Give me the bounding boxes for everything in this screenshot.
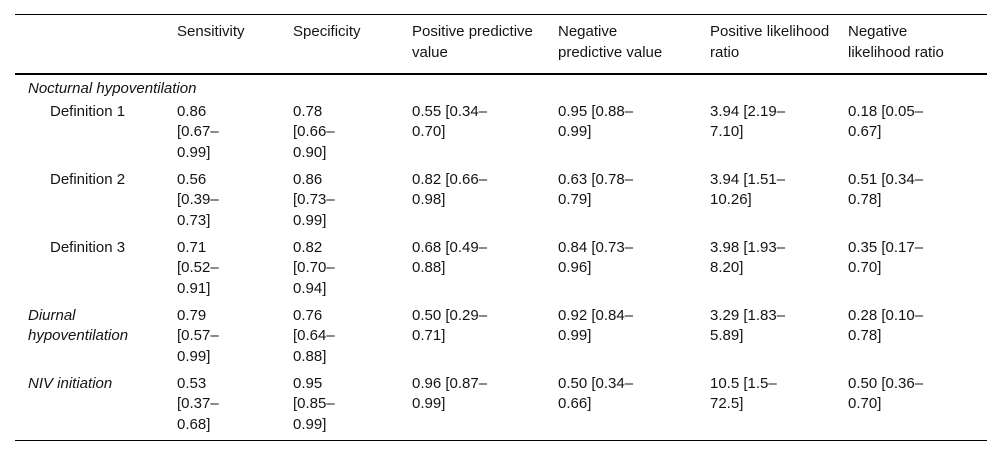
cell-plr: 3.94 [1.51–10.26] xyxy=(710,170,786,209)
cell-nlr: 0.51 [0.34–0.78] xyxy=(848,170,924,209)
header-row: Sensitivity Specificity Positive predict… xyxy=(15,15,987,75)
column-header-plr: Positive likelihood ratio xyxy=(710,23,830,61)
cell-nlr: 0.50 [0.36–0.70] xyxy=(848,374,924,413)
row-label: Definition 3 xyxy=(50,238,126,256)
cell-npv: 0.95 [0.88–0.99] xyxy=(558,102,634,141)
cell-npv: 0.92 [0.84–0.99] xyxy=(558,306,634,345)
column-header-ppv: Positive predictive value xyxy=(412,23,533,61)
cell-sensitivity: 0.79 [0.57–0.99] xyxy=(177,306,219,365)
table-row-definition-1: Definition 1 0.86 [0.67–0.99] 0.78 [0.66… xyxy=(15,100,987,168)
column-header-empty xyxy=(15,15,177,75)
column-header-specificity: Specificity xyxy=(293,23,361,40)
cell-ppv: 0.50 [0.29–0.71] xyxy=(412,306,488,345)
cell-specificity: 0.76 [0.64–0.88] xyxy=(293,306,335,365)
cell-specificity: 0.82 [0.70–0.94] xyxy=(293,238,335,297)
cell-sensitivity: 0.86 [0.67–0.99] xyxy=(177,102,219,161)
diagnostic-accuracy-table: Sensitivity Specificity Positive predict… xyxy=(15,14,987,441)
table-row-diurnal-hypoventilation: Diurnal hypoventilation 0.79 [0.57–0.99]… xyxy=(15,304,987,372)
column-header-nlr: Negative likelihood ratio xyxy=(848,23,944,61)
cell-specificity: 0.86 [0.73–0.99] xyxy=(293,170,335,229)
cell-npv: 0.50 [0.34–0.66] xyxy=(558,374,634,413)
table-row-definition-3: Definition 3 0.71 [0.52–0.91] 0.82 [0.70… xyxy=(15,236,987,304)
cell-sensitivity: 0.53 [0.37–0.68] xyxy=(177,374,219,433)
cell-ppv: 0.68 [0.49–0.88] xyxy=(412,238,488,277)
cell-nlr: 0.18 [0.05–0.67] xyxy=(848,102,924,141)
cell-npv: 0.63 [0.78–0.79] xyxy=(558,170,634,209)
column-header-npv: Negative predictive value xyxy=(558,23,663,61)
cell-ppv: 0.96 [0.87–0.99] xyxy=(412,374,488,413)
row-label: Diurnal hypoventilation xyxy=(28,306,129,345)
table-row-definition-2: Definition 2 0.56 [0.39–0.73] 0.86 [0.73… xyxy=(15,168,987,236)
cell-specificity: 0.78 [0.66–0.90] xyxy=(293,102,335,161)
column-header-sensitivity: Sensitivity xyxy=(177,23,245,40)
cell-plr: 3.98 [1.93–8.20] xyxy=(710,238,786,277)
row-label: Definition 1 xyxy=(50,102,126,120)
cell-sensitivity: 0.56 [0.39–0.73] xyxy=(177,170,219,229)
row-label: Definition 2 xyxy=(50,170,126,188)
section-label: Nocturnal hypoventilation xyxy=(28,80,197,97)
table-row-niv-initiation: NIV initiation 0.53 [0.37–0.68] 0.95 [0.… xyxy=(15,372,987,441)
cell-ppv: 0.55 [0.34–0.70] xyxy=(412,102,488,141)
cell-nlr: 0.35 [0.17–0.70] xyxy=(848,238,924,277)
cell-sensitivity: 0.71 [0.52–0.91] xyxy=(177,238,219,297)
cell-plr: 3.29 [1.83–5.89] xyxy=(710,306,786,345)
cell-npv: 0.84 [0.73–0.96] xyxy=(558,238,634,277)
cell-specificity: 0.95 [0.85–0.99] xyxy=(293,374,335,433)
cell-plr: 10.5 [1.5–72.5] xyxy=(710,374,777,413)
table-row-nocturnal-hypoventilation: Nocturnal hypoventilation xyxy=(15,74,987,100)
cell-plr: 3.94 [2.19–7.10] xyxy=(710,102,786,141)
cell-ppv: 0.82 [0.66–0.98] xyxy=(412,170,488,209)
cell-nlr: 0.28 [0.10–0.78] xyxy=(848,306,924,345)
row-label: NIV initiation xyxy=(28,374,113,392)
